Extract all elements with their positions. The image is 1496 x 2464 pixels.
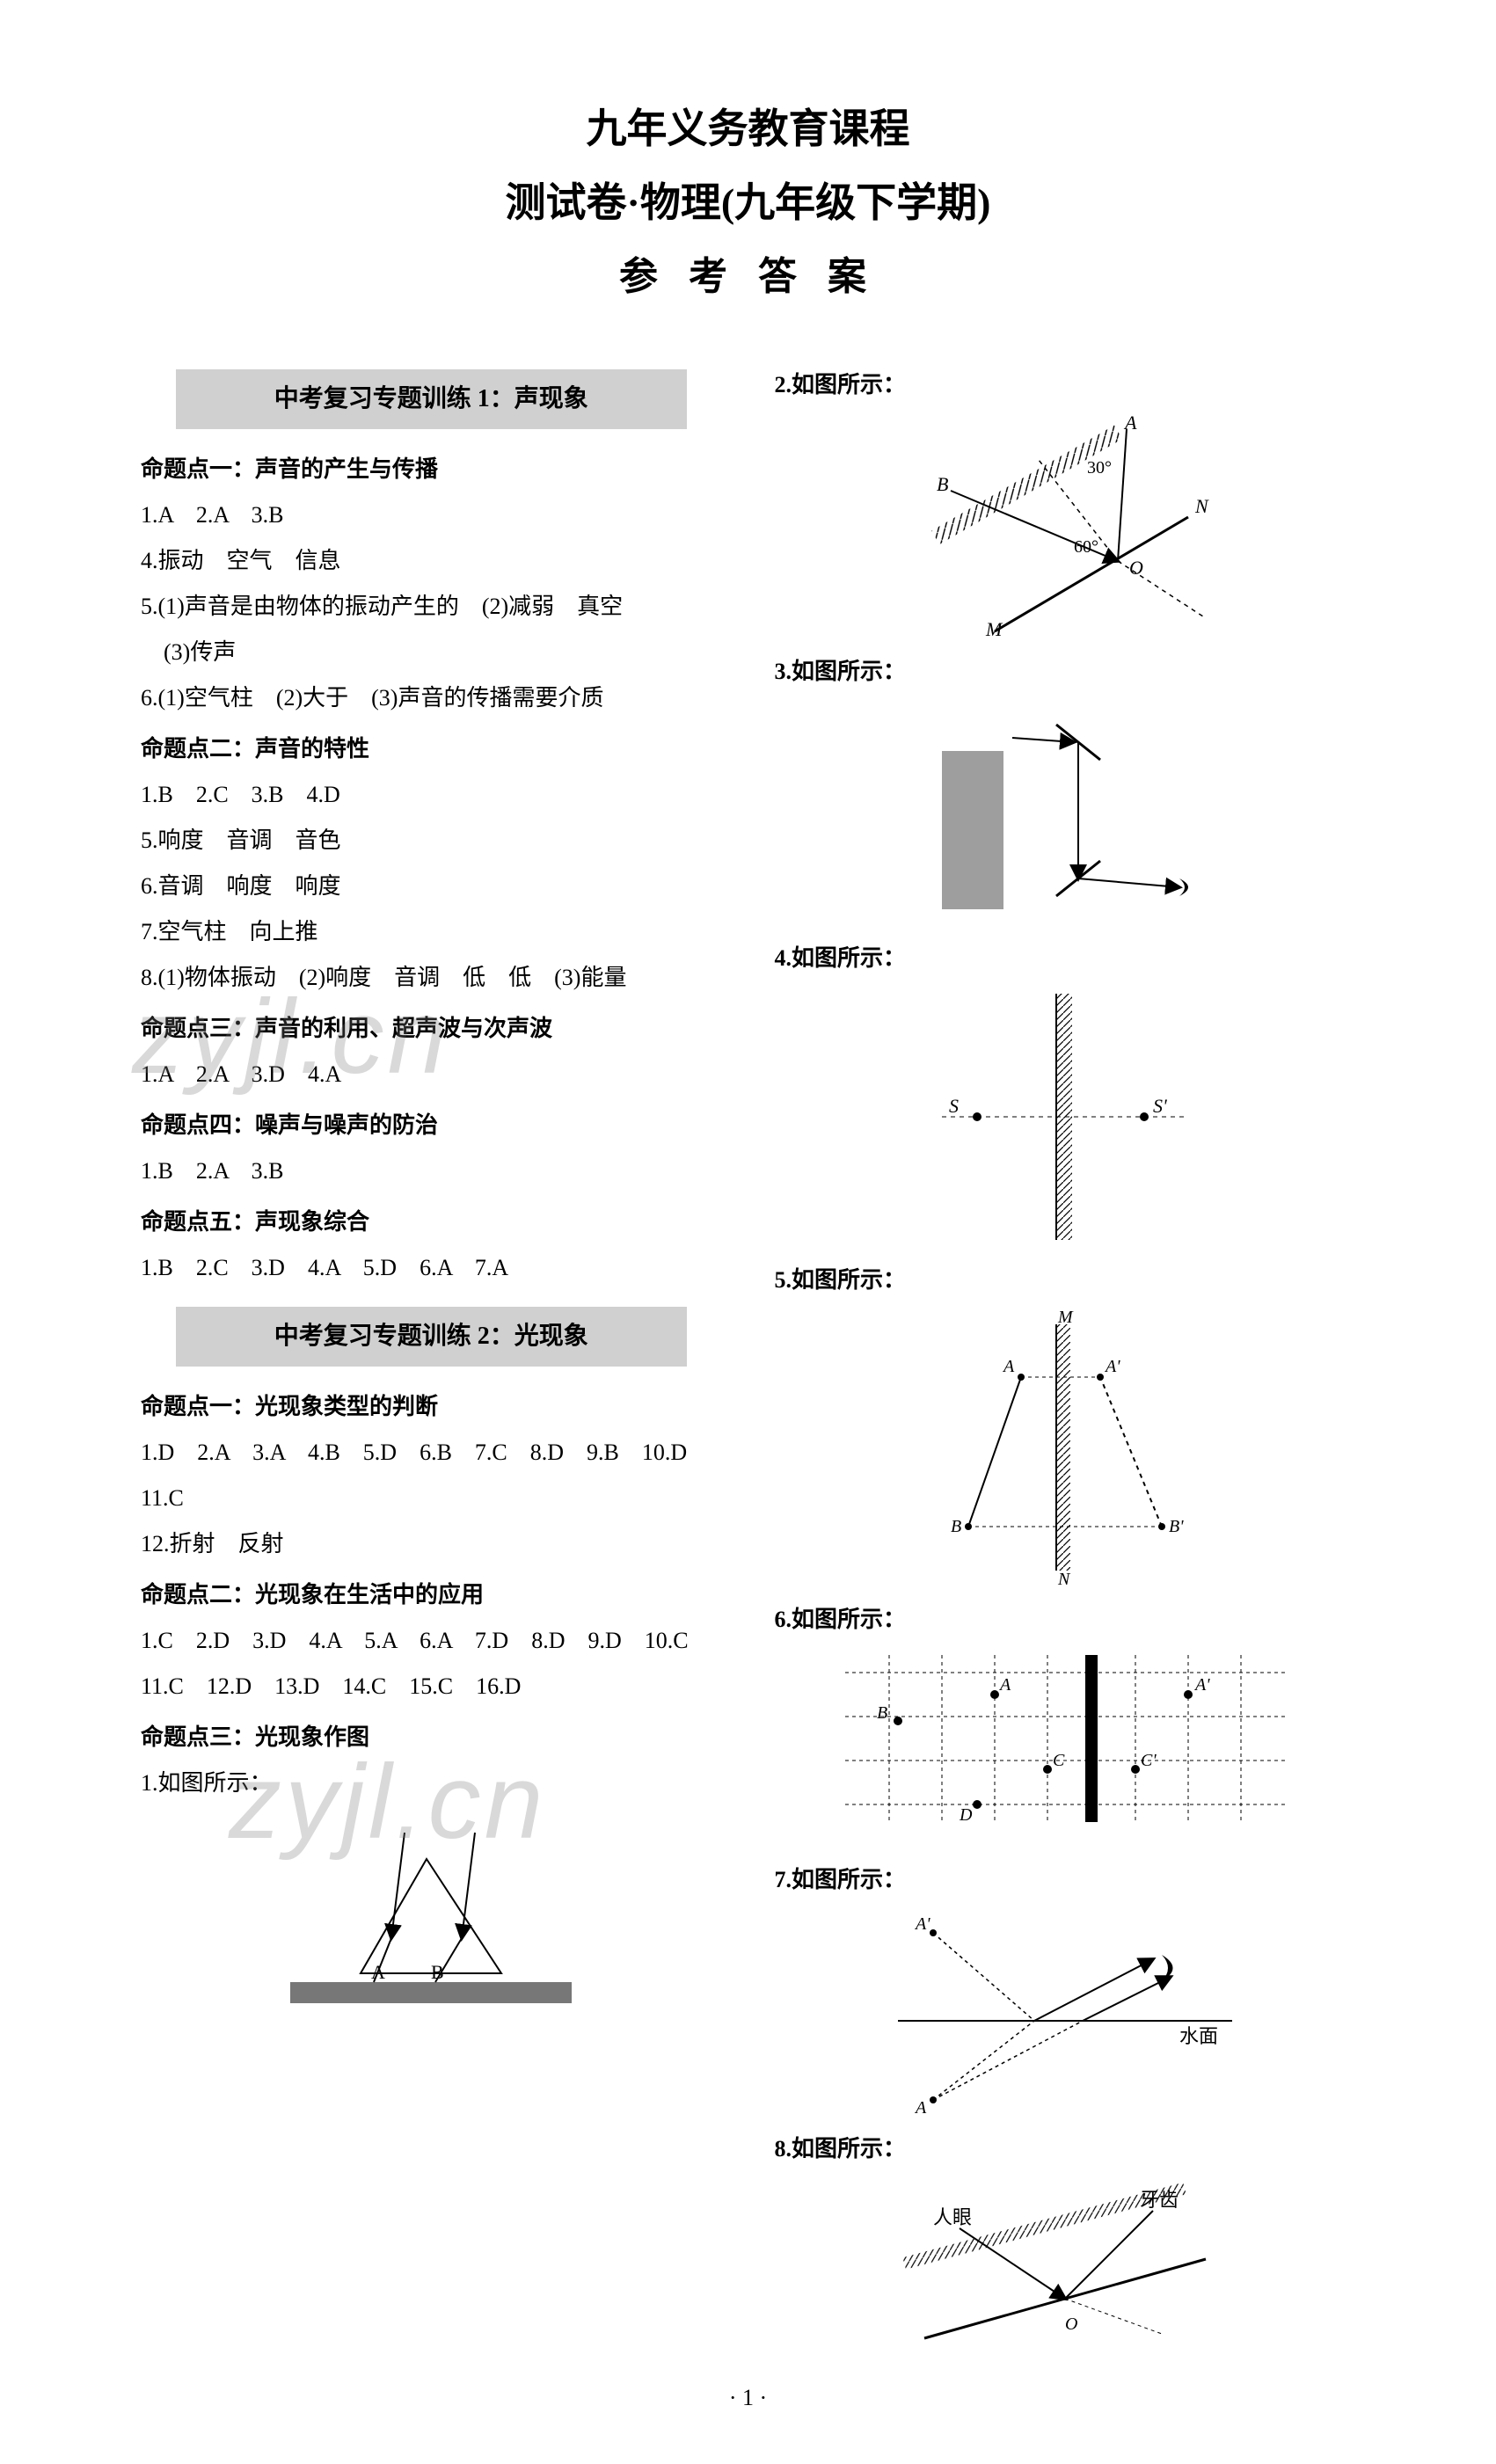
topic5-l1: 1.B 2.C 3.D 4.A 5.D 6.A 7.A xyxy=(141,1245,722,1291)
fig2-N: N xyxy=(1194,495,1209,517)
topic2-l5: 8.(1)物体振动 (2)响度 音调 低 低 (3)能量 xyxy=(141,955,722,1001)
topicL2-l1: 1.C 2.D 3.D 4.A 5.A 6.A 7.D 8.D 9.D 10.C xyxy=(141,1618,722,1664)
figure-3 xyxy=(775,698,1356,927)
topicL2-heading: 命题点二：光现象在生活中的应用 xyxy=(141,1572,722,1618)
figure-1: A B xyxy=(141,1806,722,2035)
topic4-l1: 1.B 2.A 3.B xyxy=(141,1148,722,1194)
fig4-svg: S S' xyxy=(916,985,1215,1249)
topic1-heading: 命题点一：声音的产生与传播 xyxy=(141,447,722,492)
topic3-l1: 1.A 2.A 3.D 4.A xyxy=(141,1052,722,1097)
fig6-Cp: C' xyxy=(1141,1751,1157,1770)
fig1-svg: A B xyxy=(273,1806,589,2035)
fig5-Bp: B' xyxy=(1169,1517,1184,1536)
fig8-O: O xyxy=(1065,2315,1077,2334)
topic1-l2: 4.振动 空气 信息 xyxy=(141,538,722,584)
fig1-lblB: B xyxy=(431,1961,444,1983)
fig2-svg: A B N M O 30° 60° xyxy=(898,412,1232,640)
fig5-M: M xyxy=(1057,1308,1074,1327)
topicL1-heading: 命题点一：光现象类型的判断 xyxy=(141,1384,722,1430)
fig3-header: 3.如图所示： xyxy=(775,649,1356,695)
fig5-Ap: A' xyxy=(1104,1357,1120,1376)
fig6-C: C xyxy=(1053,1751,1065,1770)
fig7-Ap: A' xyxy=(914,1914,930,1934)
topic2-l4: 7.空气柱 向上推 xyxy=(141,909,722,955)
banner-1: 中考复习专题训练 1：声现象 xyxy=(176,369,687,429)
columns: 中考复习专题训练 1：声现象 命题点一：声音的产生与传播 1.A 2.A 3.B… xyxy=(141,354,1355,2358)
fig5-N: N xyxy=(1057,1570,1071,1588)
topicL1-l1: 1.D 2.A 3.A 4.B 5.D 6.B 7.C 8.D 9.B 10.D xyxy=(141,1430,722,1476)
topicL2-l2: 11.C 12.D 13.D 14.C 15.C 16.D xyxy=(141,1664,722,1709)
fig2-A: A xyxy=(1123,412,1137,434)
fig5-A: A xyxy=(1002,1357,1015,1376)
title-line1: 九年义务教育课程 xyxy=(141,97,1355,155)
topic3-heading: 命题点三：声音的利用、超声波与次声波 xyxy=(141,1006,722,1052)
topic2-l3: 6.音调 响度 响度 xyxy=(141,864,722,909)
topic5-heading: 命题点五：声现象综合 xyxy=(141,1199,722,1245)
figure-6: A A' B C C' D xyxy=(775,1646,1356,1848)
topic1-l3b: (3)传声 xyxy=(141,630,722,675)
fig2-30: 30° xyxy=(1087,458,1112,477)
topic4-heading: 命题点四：噪声与噪声的防治 xyxy=(141,1103,722,1148)
topic1-l1: 1.A 2.A 3.B xyxy=(141,492,722,538)
figure-2: A B N M O 30° 60° xyxy=(775,412,1356,640)
topic2-l2: 5.响度 音调 音色 xyxy=(141,818,722,864)
fig7-A: A xyxy=(914,2098,927,2118)
fig6-D: D xyxy=(959,1805,973,1825)
page: 九年义务教育课程 测试卷·物理(九年级下学期) 参 考 答 案 中考复习专题训练… xyxy=(0,0,1496,2464)
topicL3-l1: 1.如图所示： xyxy=(141,1761,722,1806)
fig4-header: 4.如图所示： xyxy=(775,936,1356,981)
figure-7: 水面 A' A xyxy=(775,1906,1356,2118)
fig6-A: A xyxy=(998,1675,1011,1695)
fig7-svg: 水面 A' A xyxy=(880,1906,1250,2118)
fig6-header: 6.如图所示： xyxy=(775,1597,1356,1643)
fig4-S: S xyxy=(949,1095,959,1117)
fig8-header: 8.如图所示： xyxy=(775,2126,1356,2172)
topic2-heading: 命题点二：声音的特性 xyxy=(141,726,722,772)
fig7-header: 7.如图所示： xyxy=(775,1857,1356,1903)
figure-8: O 人眼 牙齿 xyxy=(775,2176,1356,2351)
fig6-Ap: A' xyxy=(1193,1675,1210,1695)
figure-5: M N A A' B B' xyxy=(775,1307,1356,1588)
topic1-l3: 5.(1)声音是由物体的振动产生的 (2)减弱 真空 xyxy=(141,584,722,630)
fig1-lblA: A xyxy=(371,1961,385,1983)
topicL1-l3: 12.折射 反射 xyxy=(141,1521,722,1567)
left-column: 中考复习专题训练 1：声现象 命题点一：声音的产生与传播 1.A 2.A 3.B… xyxy=(141,354,722,2358)
right-column: 2.如图所示： xyxy=(775,354,1356,2358)
fig8-eye: 人眼 xyxy=(933,2206,972,2228)
fig5-B: B xyxy=(951,1517,961,1536)
banner-2: 中考复习专题训练 2：光现象 xyxy=(176,1307,687,1367)
topic1-l4: 6.(1)空气柱 (2)大于 (3)声音的传播需要介质 xyxy=(141,675,722,721)
topic2-l1: 1.B 2.C 3.B 4.D xyxy=(141,772,722,818)
fig8-tooth: 牙齿 xyxy=(1140,2189,1179,2211)
fig7-water: 水面 xyxy=(1179,2025,1218,2047)
fig6-svg: A A' B C C' D xyxy=(836,1646,1294,1848)
topicL3-heading: 命题点三：光现象作图 xyxy=(141,1715,722,1761)
fig2-header: 2.如图所示： xyxy=(775,362,1356,408)
topicL1-l2: 11.C xyxy=(141,1476,722,1521)
fig2-M: M xyxy=(985,618,1003,640)
page-number: · 1 · xyxy=(141,2385,1355,2411)
title-line3: 参 考 答 案 xyxy=(141,244,1355,301)
header: 九年义务教育课程 测试卷·物理(九年级下学期) 参 考 答 案 xyxy=(141,97,1355,301)
fig3-svg xyxy=(916,698,1215,927)
figure-4: S S' xyxy=(775,985,1356,1249)
fig5-header: 5.如图所示： xyxy=(775,1258,1356,1303)
title-line2: 测试卷·物理(九年级下学期) xyxy=(141,171,1355,229)
fig6-B: B xyxy=(877,1703,887,1723)
fig2-B: B xyxy=(937,473,948,495)
fig2-60: 60° xyxy=(1074,537,1098,557)
fig8-svg: O 人眼 牙齿 xyxy=(880,2176,1250,2351)
fig2-O: O xyxy=(1129,557,1143,579)
fig5-svg: M N A A' B B' xyxy=(916,1307,1215,1588)
fig4-Sp: S' xyxy=(1153,1095,1167,1117)
